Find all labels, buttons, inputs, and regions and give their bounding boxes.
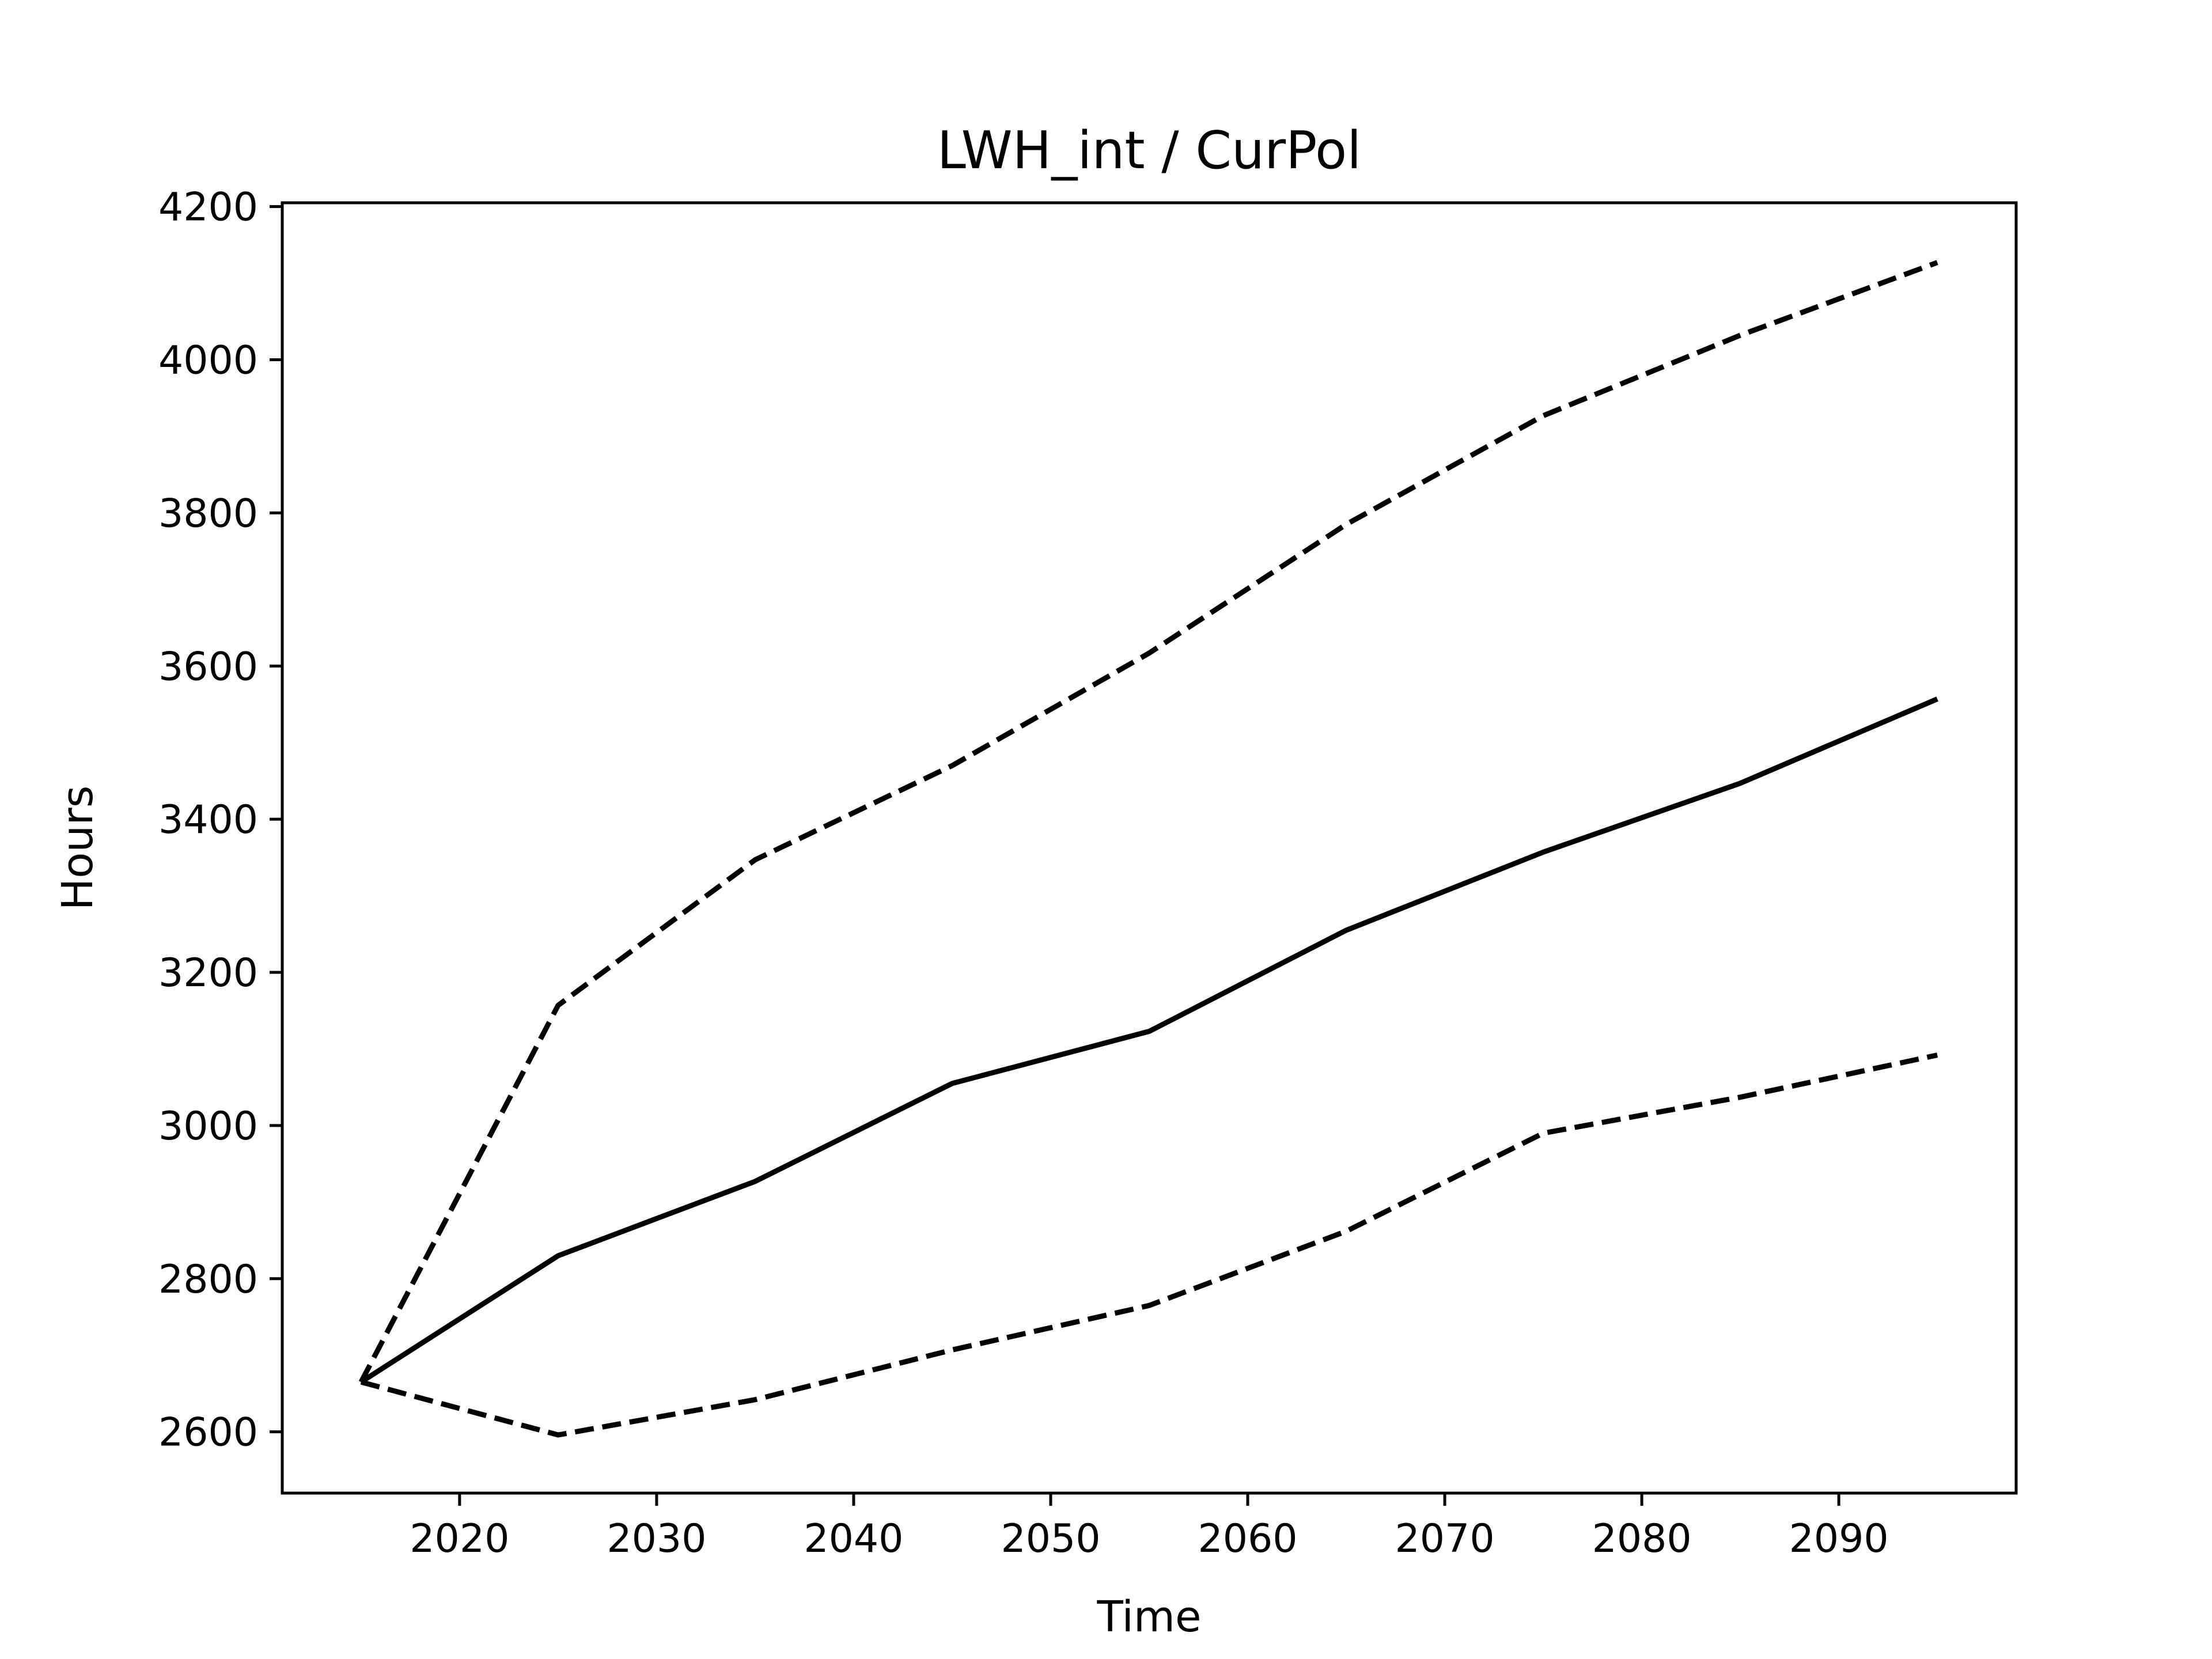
y-tick-label: 3200 (158, 950, 258, 996)
x-tick-label: 2020 (410, 1516, 509, 1562)
x-tick-label: 2040 (804, 1516, 903, 1562)
y-tick-label: 2800 (158, 1257, 258, 1302)
x-axis-ticks: 2020 2030 2040 2050 2060 2070 2080 2090 (410, 1493, 1889, 1562)
y-tick-label: 4200 (158, 185, 258, 230)
series-line-2 (358, 260, 1938, 1384)
x-tick-label: 2080 (1592, 1516, 1692, 1562)
y-tick-label: 3600 (158, 644, 258, 690)
chart-title: LWH_int / CurPol (937, 120, 1361, 181)
series-line-3 (360, 1052, 1938, 1438)
x-tick-label: 2060 (1198, 1516, 1297, 1562)
series-line-1 (359, 696, 1938, 1384)
y-tick-label: 2600 (158, 1410, 258, 1456)
y-axis-label: Hours (53, 786, 103, 911)
x-tick-label: 2090 (1789, 1516, 1889, 1562)
x-tick-label: 2030 (607, 1516, 706, 1562)
y-tick-label: 4000 (158, 338, 258, 384)
x-axis-label: Time (1096, 1592, 1201, 1642)
x-tick-label: 2050 (1001, 1516, 1100, 1562)
series-layer (358, 260, 1938, 1438)
y-axis-ticks: 2600 2800 3000 3200 3400 3600 3800 4000 4200 (158, 185, 282, 1456)
y-tick-label: 3000 (158, 1104, 258, 1149)
plot-frame (281, 201, 2018, 1495)
x-tick-label: 2070 (1395, 1516, 1495, 1562)
y-tick-label: 3800 (158, 491, 258, 536)
y-tick-label: 3400 (158, 797, 258, 843)
